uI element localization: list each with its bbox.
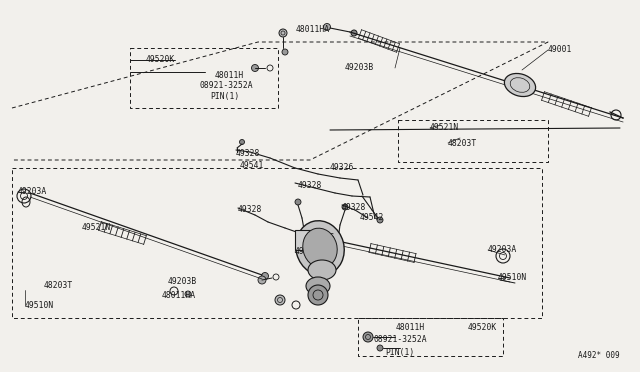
Circle shape: [185, 291, 191, 297]
Ellipse shape: [303, 228, 337, 268]
Text: 49328: 49328: [236, 148, 260, 157]
Text: 49326: 49326: [330, 164, 355, 173]
Text: 49542: 49542: [360, 214, 385, 222]
Circle shape: [308, 285, 328, 305]
Text: 49001: 49001: [548, 45, 572, 55]
Text: 49325M: 49325M: [295, 247, 324, 257]
Circle shape: [239, 140, 244, 144]
Circle shape: [351, 30, 357, 36]
Text: 49521N: 49521N: [430, 124, 460, 132]
Text: 49203A: 49203A: [18, 187, 47, 196]
Text: 49328: 49328: [298, 180, 323, 189]
Text: 48011HA: 48011HA: [296, 26, 330, 35]
Ellipse shape: [306, 277, 330, 295]
Circle shape: [262, 273, 269, 279]
Text: 49510N: 49510N: [498, 273, 527, 282]
Text: 48203T: 48203T: [448, 138, 477, 148]
Text: 08921-3252A: 08921-3252A: [374, 336, 428, 344]
Text: 49203B: 49203B: [345, 64, 374, 73]
Text: PIN(1): PIN(1): [210, 92, 239, 100]
Text: 49328: 49328: [238, 205, 262, 215]
Ellipse shape: [308, 260, 336, 280]
Text: 48203T: 48203T: [44, 280, 73, 289]
Ellipse shape: [504, 73, 536, 97]
Text: 49521N: 49521N: [82, 224, 111, 232]
Text: PIN(1): PIN(1): [385, 347, 414, 356]
Circle shape: [258, 276, 266, 284]
Circle shape: [295, 199, 301, 205]
Circle shape: [275, 295, 285, 305]
Text: 48011H: 48011H: [396, 324, 425, 333]
Text: 48011H: 48011H: [215, 71, 244, 80]
Circle shape: [377, 217, 383, 223]
Circle shape: [342, 204, 348, 210]
Text: 49510N: 49510N: [25, 301, 54, 310]
Text: 08921-3252A: 08921-3252A: [200, 81, 253, 90]
Text: 48011G: 48011G: [306, 232, 335, 241]
Bar: [295, 230, 320, 250]
Circle shape: [377, 345, 383, 351]
Text: 49203B: 49203B: [168, 278, 197, 286]
Text: 48011HA: 48011HA: [162, 292, 196, 301]
Circle shape: [363, 332, 373, 342]
Ellipse shape: [296, 221, 344, 275]
Text: 49328: 49328: [342, 202, 366, 212]
Text: 49541: 49541: [240, 160, 264, 170]
Circle shape: [252, 64, 259, 71]
Circle shape: [323, 23, 330, 31]
Text: 49520K: 49520K: [146, 55, 175, 64]
Text: A492* 009: A492* 009: [579, 351, 620, 360]
Text: 49203A: 49203A: [488, 246, 517, 254]
Circle shape: [279, 29, 287, 37]
Text: 49520K: 49520K: [468, 324, 497, 333]
Circle shape: [282, 49, 288, 55]
